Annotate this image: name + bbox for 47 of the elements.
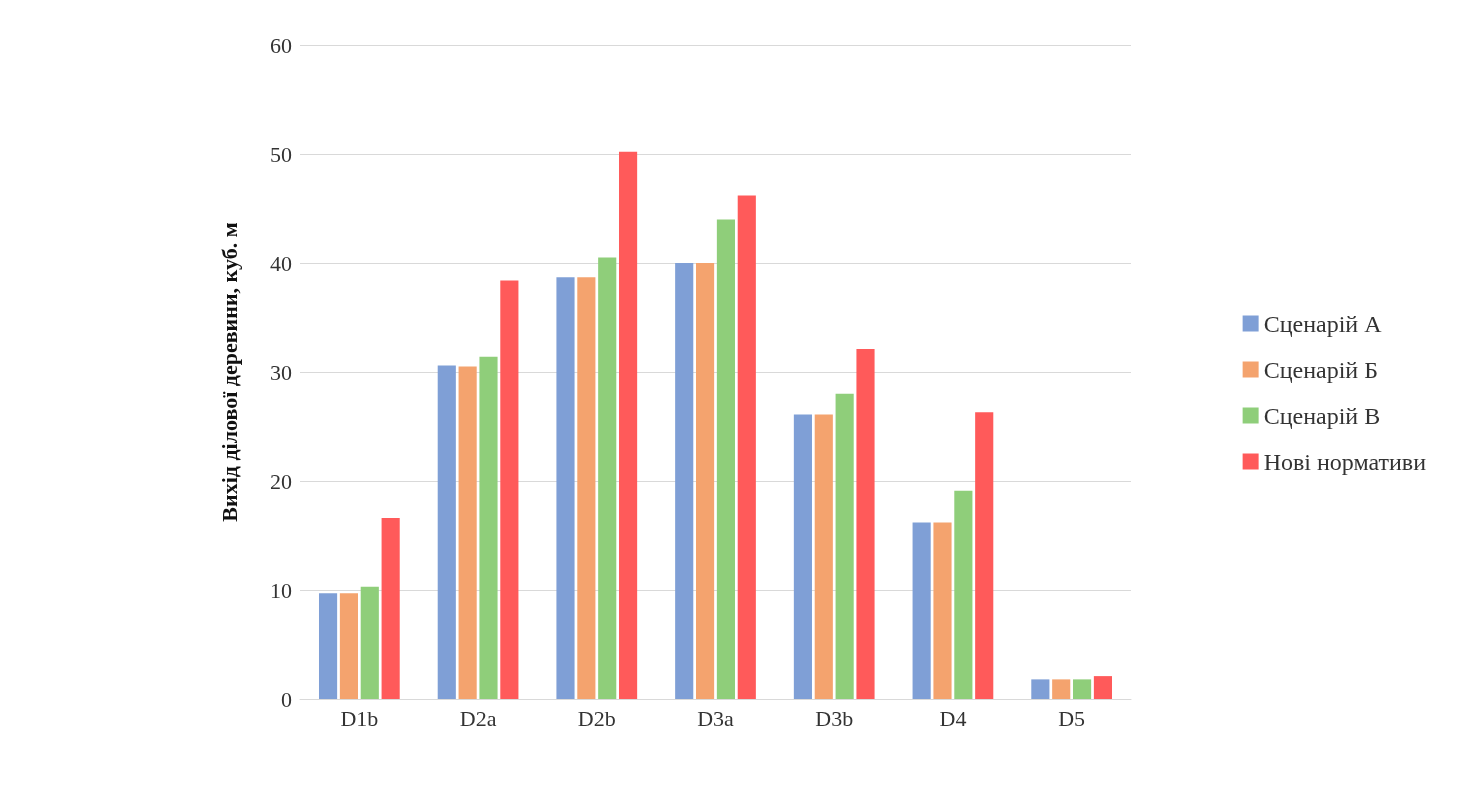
bar xyxy=(954,490,973,699)
x-tick-label: D3b xyxy=(815,705,854,731)
bar xyxy=(598,257,617,699)
legend-label: Сценарій Б xyxy=(1263,356,1378,383)
x-tick-label: D2b xyxy=(577,705,616,731)
bar xyxy=(933,522,952,699)
x-tick-label: D3a xyxy=(697,705,735,731)
bar xyxy=(737,195,756,699)
x-tick-label: D4 xyxy=(939,705,967,731)
x-tick-label: D5 xyxy=(1058,705,1086,731)
bar xyxy=(381,518,400,699)
bar xyxy=(318,593,338,699)
legend-label: Нові нормативи xyxy=(1263,448,1427,475)
bar xyxy=(1052,679,1071,699)
bar xyxy=(716,219,735,699)
bar xyxy=(1073,679,1092,699)
bar xyxy=(339,593,358,699)
bar xyxy=(1093,676,1113,699)
bar xyxy=(360,586,379,699)
y-tick-label: 0 xyxy=(281,686,292,712)
bar xyxy=(975,412,994,699)
y-tick-label: 50 xyxy=(270,141,292,167)
bar xyxy=(1031,679,1050,699)
x-tick-label: D2a xyxy=(459,705,497,731)
bar xyxy=(619,151,638,699)
bar xyxy=(556,277,575,699)
y-axis-title: Вихід ділової деревини, куб. м xyxy=(216,222,242,522)
bar xyxy=(577,277,596,699)
bar xyxy=(500,280,519,699)
x-tick-label: D1b xyxy=(340,705,379,731)
y-tick-label: 30 xyxy=(270,359,292,385)
legend-label: Сценарій В xyxy=(1263,402,1381,429)
y-tick-label: 40 xyxy=(270,250,292,276)
bar xyxy=(675,263,694,699)
bar xyxy=(835,393,854,699)
bar xyxy=(479,356,498,699)
y-tick-label: 20 xyxy=(270,468,292,494)
bar xyxy=(856,349,875,699)
bar xyxy=(458,366,477,699)
y-tick-label: 10 xyxy=(270,577,292,603)
bar xyxy=(793,414,812,699)
bar xyxy=(814,414,833,699)
y-tick-label: 60 xyxy=(270,32,292,58)
bar xyxy=(437,365,456,699)
bar xyxy=(696,263,715,699)
legend-label: Сценарій А xyxy=(1263,310,1383,337)
bar xyxy=(912,522,931,699)
